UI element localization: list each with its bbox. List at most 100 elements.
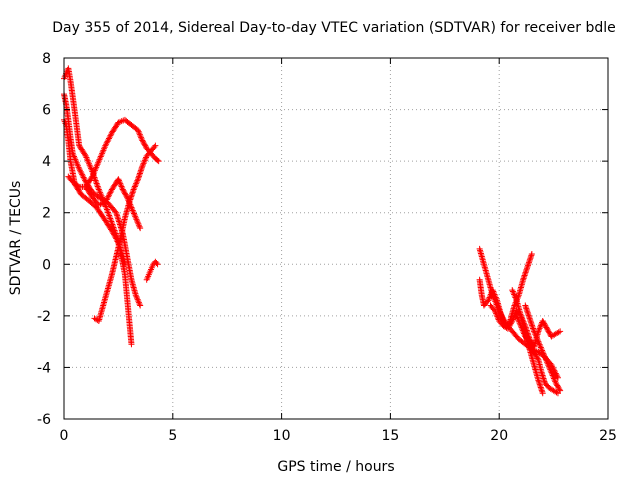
data-point: [531, 350, 538, 357]
data-point: [537, 323, 544, 330]
plot-frame: [63, 57, 609, 420]
x-tick-label: 20: [490, 428, 508, 444]
data-point: [494, 313, 501, 320]
data-point: [103, 196, 110, 203]
data-point: [539, 347, 546, 354]
data-point: [105, 192, 112, 199]
data-point: [109, 229, 116, 236]
data-point: [508, 319, 515, 326]
data-point: [80, 174, 87, 181]
data-point: [135, 298, 142, 305]
data-point: [138, 136, 145, 143]
data-point: [542, 354, 549, 361]
data-point: [492, 292, 499, 299]
data-point: [557, 328, 564, 335]
data-point: [551, 376, 558, 383]
data-point: [552, 378, 559, 385]
y-tick-label: -4: [37, 360, 51, 376]
data-point: [511, 292, 518, 299]
data-point: [118, 183, 125, 190]
data-point: [540, 350, 547, 357]
data-point: [491, 307, 498, 314]
data-point: [504, 325, 511, 332]
data-point: [153, 259, 160, 266]
data-point: [135, 128, 142, 135]
data-point: [76, 165, 83, 172]
data-point: [141, 141, 148, 148]
series-track-2: [61, 91, 144, 309]
data-point: [108, 227, 115, 234]
data-point: [490, 288, 497, 295]
data-point: [106, 190, 113, 197]
data-point: [136, 131, 143, 138]
data-point: [485, 297, 492, 304]
data-point: [538, 346, 545, 353]
data-point: [537, 344, 544, 351]
data-point: [510, 290, 517, 297]
data-point: [139, 161, 146, 168]
data-point: [133, 293, 140, 300]
data-point: [534, 335, 541, 342]
data-points: [61, 65, 564, 397]
data-point: [539, 318, 546, 325]
y-tick-label: 6: [42, 103, 51, 119]
data-point: [528, 250, 535, 257]
x-tick-label: 0: [60, 428, 69, 444]
data-point: [132, 182, 139, 189]
data-point: [533, 334, 540, 341]
data-point: [543, 324, 550, 331]
data-point: [486, 294, 493, 301]
data-point: [140, 160, 147, 167]
data-point: [81, 175, 88, 182]
data-point: [532, 351, 539, 358]
data-point: [155, 158, 162, 165]
data-point: [544, 360, 551, 367]
data-point: [505, 324, 512, 331]
data-point: [554, 373, 561, 380]
data-point: [542, 356, 549, 363]
data-point: [534, 337, 541, 344]
data-point: [125, 197, 132, 204]
data-point: [124, 195, 131, 202]
data-point: [111, 232, 118, 239]
x-tick-label: 15: [381, 428, 399, 444]
data-point: [132, 213, 139, 220]
data-point: [536, 341, 543, 348]
data-point: [509, 318, 516, 325]
data-point: [531, 348, 538, 355]
data-point: [135, 299, 142, 306]
data-point: [132, 214, 139, 221]
data-point: [544, 327, 551, 334]
data-point: [133, 216, 140, 223]
data-point: [142, 155, 149, 162]
data-point: [543, 357, 550, 364]
data-point: [134, 296, 141, 303]
data-point: [135, 220, 142, 227]
data-point: [498, 312, 505, 319]
data-point: [510, 315, 517, 322]
data-point: [542, 323, 549, 330]
data-point: [555, 329, 562, 336]
data-point: [489, 287, 496, 294]
data-point: [103, 197, 110, 204]
data-point: [555, 385, 562, 392]
data-point: [535, 326, 542, 333]
data-point: [544, 325, 551, 332]
data-point: [129, 206, 136, 213]
data-point: [121, 190, 128, 197]
data-point: [507, 320, 514, 327]
data-point: [120, 187, 127, 194]
data-point: [554, 383, 561, 390]
data-point: [116, 179, 123, 186]
data-point: [136, 130, 143, 137]
data-point: [138, 134, 145, 141]
data-point: [131, 183, 138, 190]
data-point: [493, 312, 500, 319]
x-tick-label: 5: [168, 428, 177, 444]
data-point: [550, 375, 557, 382]
x-axis-label: GPS time / hours: [277, 459, 394, 475]
data-point: [545, 328, 552, 335]
data-point: [547, 368, 554, 375]
data-point: [132, 292, 139, 299]
data-point: [509, 288, 516, 295]
